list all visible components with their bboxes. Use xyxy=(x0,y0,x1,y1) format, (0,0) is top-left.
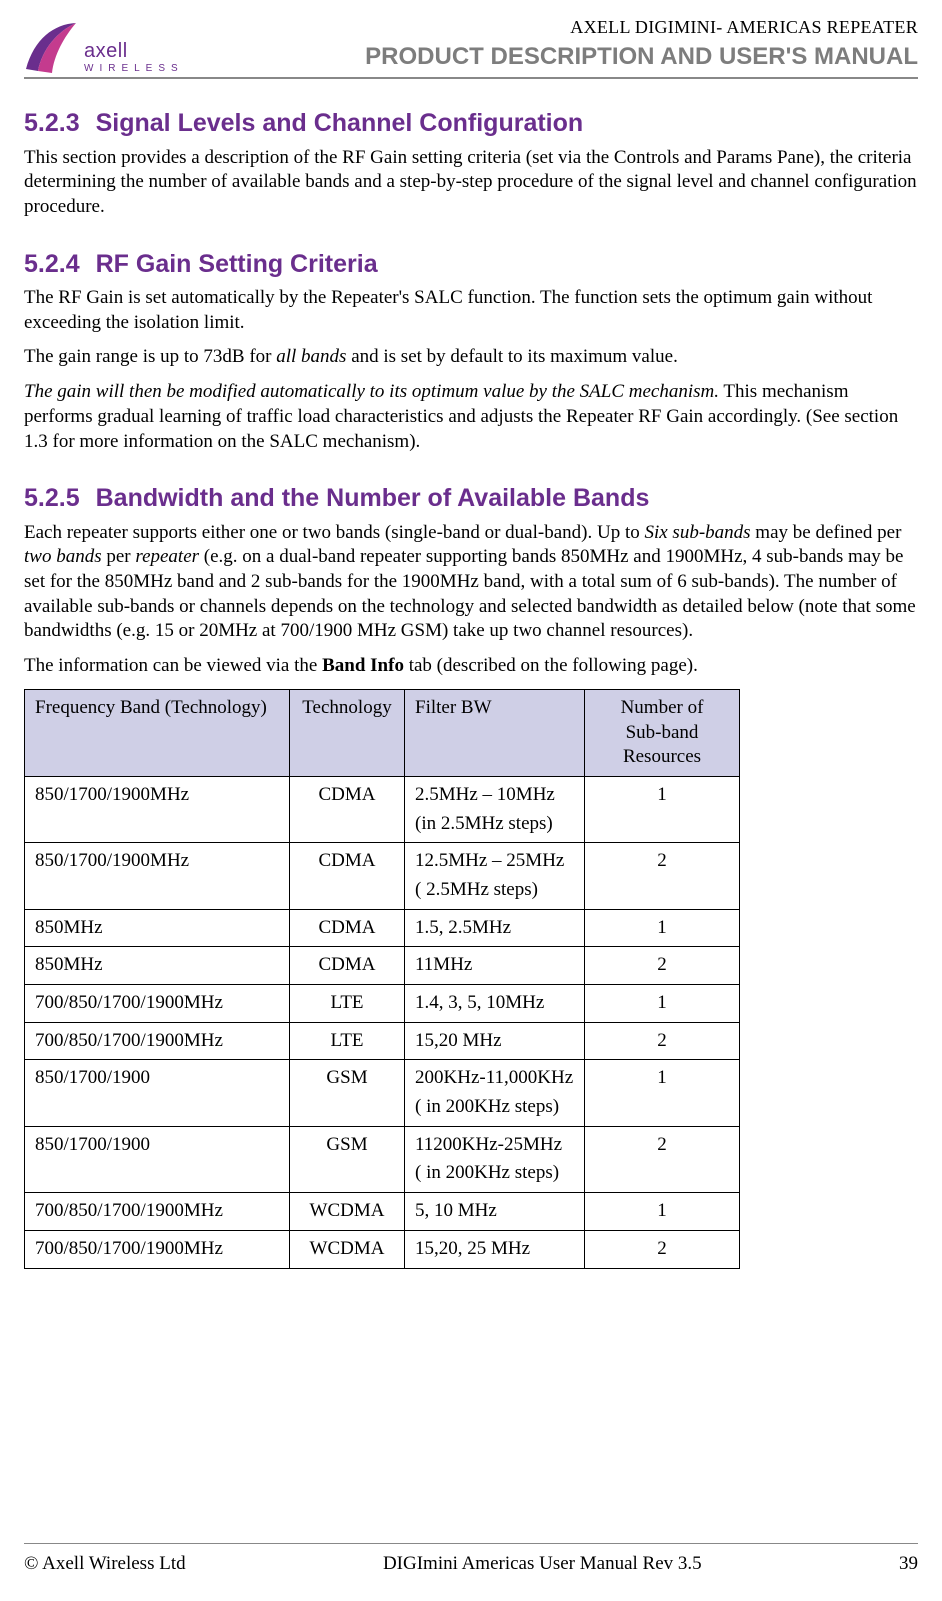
cell-filter-bw: 2.5MHz – 10MHz(in 2.5MHz steps) xyxy=(405,776,585,842)
cell-frequency: 700/850/1700/1900MHz xyxy=(25,985,290,1023)
col-header-subband: Number of Sub-band Resources xyxy=(585,689,740,776)
heading-text: Bandwidth and the Number of Available Ba… xyxy=(96,484,650,512)
cell-subband: 2 xyxy=(585,1022,740,1060)
cell-filter-bw: 15,20 MHz xyxy=(405,1022,585,1060)
table-row: 700/850/1700/1900MHzLTE1.4, 3, 5, 10MHz1 xyxy=(25,985,740,1023)
text-fragment: The information can be viewed via the xyxy=(24,655,322,676)
heading-5-2-5: 5.2.5 Bandwidth and the Number of Availab… xyxy=(24,482,918,515)
text-fragment: tab (described on the following page). xyxy=(404,655,698,676)
doc-id: AXELL DIGIMINI- AMERICAS REPEATER xyxy=(365,16,918,39)
cell-frequency: 850MHz xyxy=(25,947,290,985)
cell-technology: CDMA xyxy=(290,776,405,842)
text-fragment: all bands xyxy=(276,346,346,367)
cell-frequency: 850/1700/1900 xyxy=(25,1060,290,1126)
col-header-frequency: Frequency Band (Technology) xyxy=(25,689,290,776)
header-right: AXELL DIGIMINI- AMERICAS REPEATER PRODUC… xyxy=(365,16,918,73)
table-header-row: Frequency Band (Technology) Technology F… xyxy=(25,689,740,776)
logo: axell WIRELESS xyxy=(24,16,184,75)
heading-text: RF Gain Setting Criteria xyxy=(96,250,378,278)
table-row: 850/1700/1900GSM200KHz-11,000KHz( in 200… xyxy=(25,1060,740,1126)
cell-technology: LTE xyxy=(290,985,405,1023)
col-header-technology: Technology xyxy=(290,689,405,776)
band-info-table: Frequency Band (Technology) Technology F… xyxy=(24,689,740,1269)
heading-number: 5.2.5 xyxy=(24,484,80,512)
cell-frequency: 700/850/1700/1900MHz xyxy=(25,1230,290,1268)
text-fragment: Six sub-bands xyxy=(644,522,750,543)
cell-subband: 1 xyxy=(585,909,740,947)
col-header-filter-bw: Filter BW xyxy=(405,689,585,776)
footer-doc-version: DIGImini Americas User Manual Rev 3.5 xyxy=(383,1552,702,1577)
cell-frequency: 850/1700/1900 xyxy=(25,1126,290,1192)
cell-technology: WCDMA xyxy=(290,1193,405,1231)
footer-page-number: 39 xyxy=(899,1552,918,1577)
text-fragment: may be defined per xyxy=(751,522,902,543)
cell-subband: 2 xyxy=(585,1126,740,1192)
text-fragment: The gain range is up to 73dB for xyxy=(24,346,276,367)
cell-subband: 2 xyxy=(585,1230,740,1268)
cell-technology: GSM xyxy=(290,1060,405,1126)
doc-title: PRODUCT DESCRIPTION AND USER'S MANUAL xyxy=(365,41,918,72)
heading-5-2-3: 5.2.3 Signal Levels and Channel Configura… xyxy=(24,107,918,140)
document-page: axell WIRELESS AXELL DIGIMINI- AMERICAS … xyxy=(0,0,942,1601)
text-fragment: per xyxy=(102,546,136,567)
cell-technology: GSM xyxy=(290,1126,405,1192)
table-row: 850MHzCDMA11MHz2 xyxy=(25,947,740,985)
table-row: 700/850/1700/1900MHzWCDMA5, 10 MHz1 xyxy=(25,1193,740,1231)
cell-subband: 1 xyxy=(585,985,740,1023)
cell-filter-bw: 1.5, 2.5MHz xyxy=(405,909,585,947)
logo-subtext: WIRELESS xyxy=(84,62,184,75)
text-fragment: repeater xyxy=(135,546,199,567)
footer-copyright: © Axell Wireless Ltd xyxy=(24,1552,186,1577)
cell-technology: LTE xyxy=(290,1022,405,1060)
cell-subband: 2 xyxy=(585,947,740,985)
cell-technology: CDMA xyxy=(290,843,405,909)
body-text: The information can be viewed via the Ba… xyxy=(24,654,918,679)
body-text: Each repeater supports either one or two… xyxy=(24,521,918,644)
cell-filter-bw: 15,20, 25 MHz xyxy=(405,1230,585,1268)
text-fragment: Each repeater supports either one or two… xyxy=(24,522,644,543)
body-text: This section provides a description of t… xyxy=(24,146,918,220)
cell-filter-bw: 200KHz-11,000KHz( in 200KHz steps) xyxy=(405,1060,585,1126)
heading-text: Signal Levels and Channel Configuration xyxy=(96,109,584,137)
table-row: 850MHzCDMA1.5, 2.5MHz1 xyxy=(25,909,740,947)
cell-filter-bw: 5, 10 MHz xyxy=(405,1193,585,1231)
table-row: 700/850/1700/1900MHzWCDMA15,20, 25 MHz2 xyxy=(25,1230,740,1268)
cell-frequency: 850MHz xyxy=(25,909,290,947)
text-fragment: The gain will then be modified automatic… xyxy=(24,381,719,402)
logo-icon xyxy=(24,19,78,73)
cell-frequency: 700/850/1700/1900MHz xyxy=(25,1193,290,1231)
cell-filter-bw: 11MHz xyxy=(405,947,585,985)
cell-filter-bw: 12.5MHz – 25MHz( 2.5MHz steps) xyxy=(405,843,585,909)
table-row: 700/850/1700/1900MHzLTE15,20 MHz2 xyxy=(25,1022,740,1060)
cell-subband: 2 xyxy=(585,843,740,909)
body-text: The RF Gain is set automatically by the … xyxy=(24,286,918,335)
logo-name: axell xyxy=(84,40,128,62)
heading-number: 5.2.4 xyxy=(24,250,80,278)
table-row: 850/1700/1900GSM11200KHz-25MHz( in 200KH… xyxy=(25,1126,740,1192)
cell-frequency: 850/1700/1900MHz xyxy=(25,776,290,842)
cell-frequency: 850/1700/1900MHz xyxy=(25,843,290,909)
text-fragment: Band Info xyxy=(322,655,404,676)
cell-technology: CDMA xyxy=(290,947,405,985)
logo-text: axell WIRELESS xyxy=(84,38,184,75)
page-footer: © Axell Wireless Ltd DIGImini Americas U… xyxy=(24,1543,918,1577)
cell-technology: WCDMA xyxy=(290,1230,405,1268)
heading-5-2-4: 5.2.4 RF Gain Setting Criteria xyxy=(24,248,918,281)
heading-number: 5.2.3 xyxy=(24,109,80,137)
cell-frequency: 700/850/1700/1900MHz xyxy=(25,1022,290,1060)
cell-filter-bw: 1.4, 3, 5, 10MHz xyxy=(405,985,585,1023)
table-row: 850/1700/1900MHzCDMA2.5MHz – 10MHz(in 2.… xyxy=(25,776,740,842)
cell-subband: 1 xyxy=(585,1193,740,1231)
text-fragment: two bands xyxy=(24,546,102,567)
cell-subband: 1 xyxy=(585,1060,740,1126)
cell-technology: CDMA xyxy=(290,909,405,947)
page-header: axell WIRELESS AXELL DIGIMINI- AMERICAS … xyxy=(24,16,918,79)
cell-filter-bw: 11200KHz-25MHz( in 200KHz steps) xyxy=(405,1126,585,1192)
body-text: The gain will then be modified automatic… xyxy=(24,380,918,454)
cell-subband: 1 xyxy=(585,776,740,842)
text-fragment: and is set by default to its maximum val… xyxy=(346,346,677,367)
table-row: 850/1700/1900MHzCDMA12.5MHz – 25MHz( 2.5… xyxy=(25,843,740,909)
body-text: The gain range is up to 73dB for all ban… xyxy=(24,345,918,370)
